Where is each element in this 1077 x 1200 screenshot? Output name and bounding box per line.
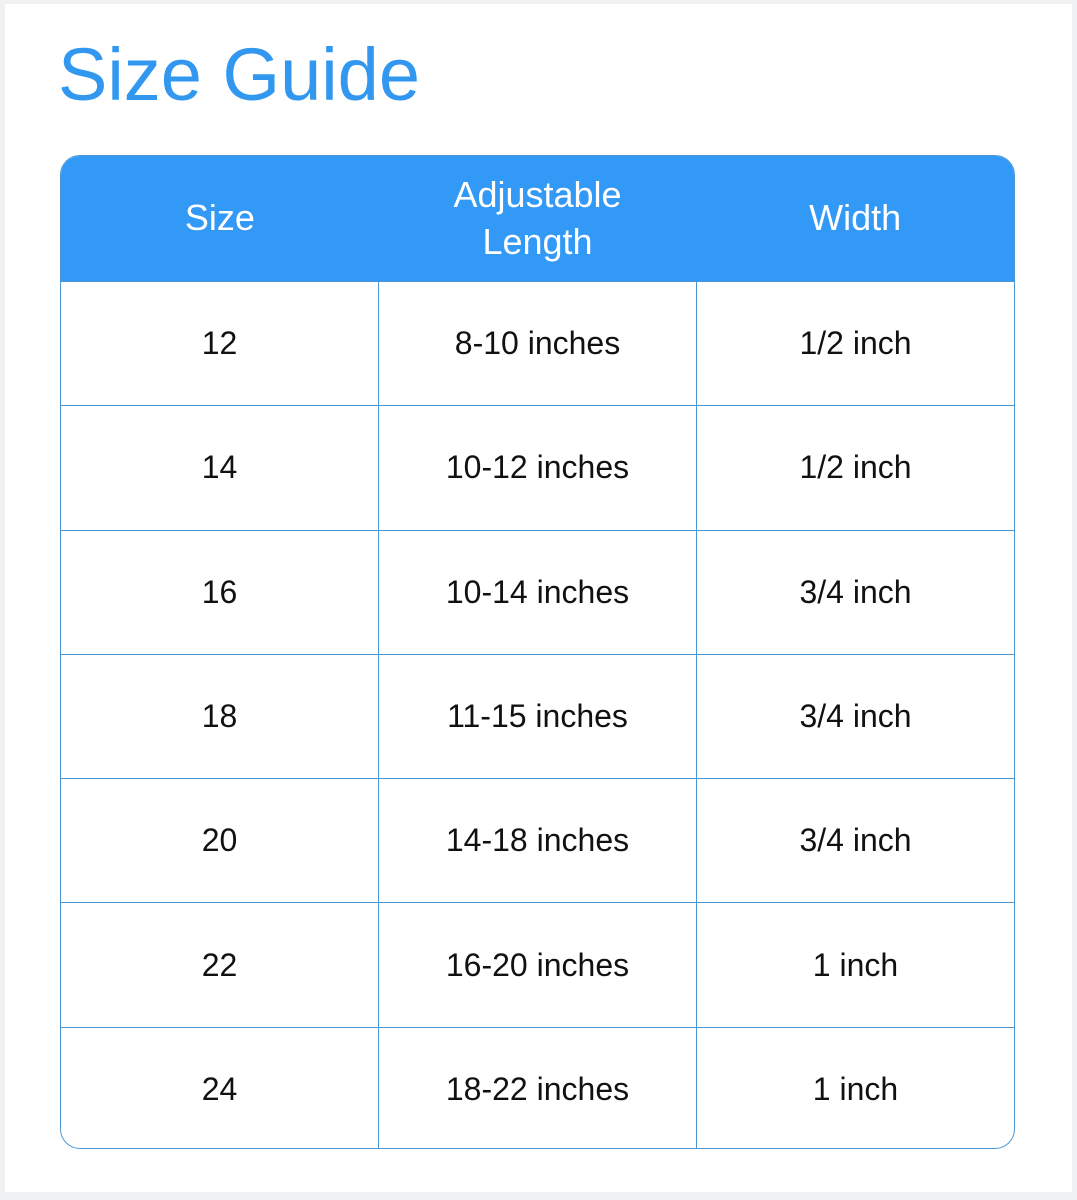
cell-length: 10-14 inches — [378, 530, 696, 654]
table-row: 24 18-22 inches 1 inch — [61, 1026, 1014, 1148]
cell-size: 16 — [201, 573, 238, 610]
cell-size: 14 — [201, 449, 238, 486]
table-row: 12 8-10 inches 1/2 inch — [61, 281, 1014, 406]
table-row: 14 10-12 inches 1/2 inch — [61, 405, 1014, 530]
page: Size Guide Size Adjustable Length Width 1… — [5, 4, 1072, 1192]
cell-size: 22 — [201, 946, 238, 983]
size-table: Size Adjustable Length Width 12 8-10 inche… — [60, 155, 1015, 1149]
cell-length: 11-15 inches — [378, 654, 696, 779]
cell-length: 16-20 inches — [378, 903, 696, 1027]
table-row: 20 14-18 inches 3/4 inch — [61, 778, 1014, 903]
header-size: Size — [184, 197, 255, 239]
cell-width: 1/2 inch — [696, 406, 1014, 530]
table-row: 18 11-15 inches 3/4 inch — [61, 653, 1014, 779]
cell-size: 18 — [201, 698, 238, 735]
cell-length: 18-22 inches — [378, 1027, 696, 1148]
table-row: 22 16-20 inches 1 inch — [61, 902, 1014, 1027]
cell-size: 24 — [201, 1070, 238, 1107]
cell-width: 3/4 inch — [696, 530, 1014, 654]
header-adjustable-length-text: Adjustable Length — [453, 173, 622, 262]
cell-length: 8-10 inches — [378, 282, 696, 406]
header-adjustable-length: Adjustable Length — [379, 156, 697, 281]
cell-length: 14-18 inches — [378, 779, 696, 903]
cell-width: 1 inch — [696, 903, 1014, 1027]
table-row: 16 10-14 inches 3/4 inch — [61, 529, 1014, 654]
cell-size: 20 — [201, 822, 238, 859]
cell-width: 1/2 inch — [696, 282, 1014, 406]
cell-width: 3/4 inch — [696, 779, 1014, 903]
cell-size: 12 — [201, 325, 238, 362]
cell-width: 3/4 inch — [696, 654, 1014, 779]
cell-width: 1 inch — [696, 1027, 1014, 1148]
cell-length: 10-12 inches — [378, 406, 696, 530]
page-title: Size Guide — [58, 33, 420, 116]
table-header: Size Adjustable Length Width — [61, 156, 1014, 281]
header-width: Width — [809, 197, 902, 239]
